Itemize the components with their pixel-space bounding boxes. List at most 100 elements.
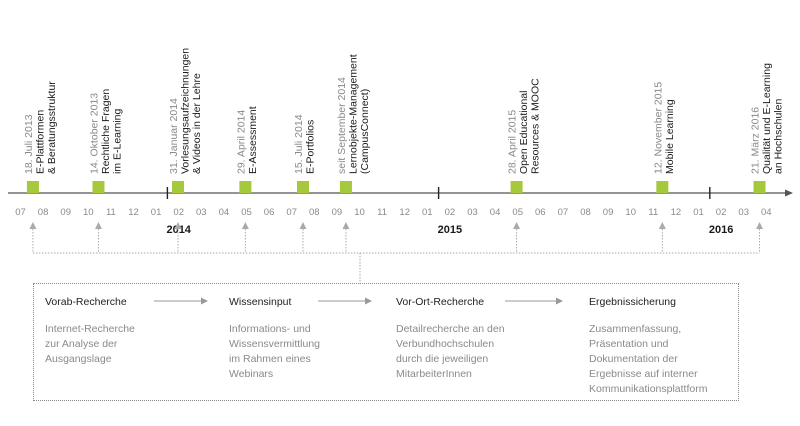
event-arrowhead — [756, 222, 764, 229]
year-label: 2015 — [438, 224, 462, 236]
month-label: 02 — [445, 207, 456, 218]
month-label: 10 — [354, 207, 365, 218]
event-marker — [26, 181, 39, 193]
event-label-group: 21. März 2016 Qualität und E-Learning an H… — [750, 63, 785, 174]
step-title-wissensinput: Wissensinput — [229, 296, 292, 308]
event-label-group: 12. November 2015 Mobile Learning — [652, 82, 676, 174]
axis-arrowhead — [785, 189, 793, 197]
event-label-group: 18. Juli 2013 E-Plattformen & Beratungsstr… — [23, 81, 58, 174]
event-arrowhead — [342, 222, 350, 229]
month-label: 01 — [151, 207, 162, 218]
step-desc-wissensinput: Informations- und Wissensvermittlung im … — [229, 323, 321, 380]
month-label: 10 — [625, 207, 636, 218]
event-title: Vorlesungsaufzeichnungen — [180, 48, 192, 174]
month-label: 08 — [580, 207, 591, 218]
month-label: 11 — [377, 207, 387, 218]
month-label: 04 — [490, 207, 501, 218]
month-label: 04 — [761, 207, 772, 218]
month-label: 04 — [219, 207, 230, 218]
month-label: 06 — [264, 207, 275, 218]
event-title: (CampusConnect) — [359, 89, 371, 174]
month-label: 11 — [648, 207, 658, 218]
event-title: E-Assessment — [247, 106, 259, 174]
month-label: 07 — [15, 207, 26, 218]
event-date: 18. Juli 2013 — [23, 114, 35, 174]
event-title: & Beratungsstruktur — [46, 81, 58, 174]
month-label: 03 — [467, 207, 478, 218]
event-title: Mobile Learning — [664, 99, 676, 174]
step-desc-vorab: Internet-Recherche zur Analyse der Ausga… — [45, 323, 135, 365]
event-label-group: seit September 2014 Lernobjekte-Managemen… — [336, 54, 371, 174]
event-title: an Hochschulen — [773, 99, 785, 174]
process-box — [33, 283, 739, 401]
month-label: 07 — [286, 207, 297, 218]
month-label: 11 — [106, 207, 116, 218]
event-marker — [339, 181, 352, 193]
event-arrowhead — [174, 222, 182, 229]
month-label: 12 — [399, 207, 410, 218]
event-marker — [172, 181, 185, 193]
month-label: 01 — [693, 207, 704, 218]
month-label: 09 — [603, 207, 614, 218]
event-date: 15. Juli 2014 — [293, 114, 305, 174]
event-marker — [510, 181, 523, 193]
month-label: 05 — [241, 207, 252, 218]
step-title-ergebnis: Ergebnissicherung — [589, 296, 676, 308]
step-title-vorab: Vorab-Recherche — [45, 296, 127, 308]
event-marker — [239, 181, 252, 193]
month-label: 06 — [535, 207, 546, 218]
event-title: Lernobjekte-Management — [347, 54, 359, 174]
step-desc-vor-ort: Detailrecherche an den Verbundhochschule… — [396, 323, 505, 380]
event-arrowhead — [658, 222, 666, 229]
event-title: E-Portfolios — [305, 120, 317, 174]
month-label: 08 — [38, 207, 49, 218]
event-arrowhead — [513, 222, 521, 229]
event-arrowhead — [299, 222, 307, 229]
event-arrowhead — [94, 222, 102, 229]
month-label: 02 — [173, 207, 184, 218]
event-marker — [656, 181, 669, 193]
event-date: seit September 2014 — [336, 77, 348, 174]
event-date: 12. November 2015 — [652, 82, 664, 174]
month-label: 03 — [196, 207, 207, 218]
event-marker — [92, 181, 105, 193]
month-label: 10 — [83, 207, 94, 218]
event-label-group: 29. April 2014 E-Assessment — [235, 106, 259, 174]
month-label: 01 — [422, 207, 433, 218]
event-date: 21. März 2016 — [750, 107, 762, 174]
event-title: im E-Learning — [111, 108, 123, 174]
event-title: Open Educational — [518, 91, 530, 174]
month-label: 03 — [738, 207, 749, 218]
event-title: Qualität und E-Learning — [761, 63, 773, 174]
event-label-group: 14. Oktober 2013 Rechtliche Fragen im E-Le… — [88, 89, 123, 174]
event-arrowhead — [29, 222, 37, 229]
month-label: 12 — [128, 207, 139, 218]
timeline-chart: 07 08 09 10 11 12 01 02 03 04 05 06 07 08 09 10 11 12 01 02… — [8, 48, 793, 284]
month-label: 08 — [309, 207, 320, 218]
event-date: 31. Januar 2014 — [168, 98, 180, 174]
month-label: 02 — [716, 207, 727, 218]
event-arrowhead — [241, 222, 249, 229]
month-label: 05 — [512, 207, 523, 218]
year-label: 2014 — [166, 224, 191, 236]
event-title: E-Plattformen — [34, 110, 46, 174]
event-date: 28. April 2015 — [507, 110, 519, 174]
event-marker — [297, 181, 309, 193]
month-label: 09 — [332, 207, 343, 218]
month-label: 12 — [671, 207, 682, 218]
event-label-group: 15. Juli 2014 E-Portfolios — [293, 114, 317, 174]
event-date: 14. Oktober 2013 — [88, 93, 100, 174]
month-label: 07 — [558, 207, 569, 218]
event-date: 29. April 2014 — [235, 110, 247, 174]
step-desc-ergebnis: Zusammenfassung, Präsentation und Dokume… — [589, 323, 708, 395]
event-title: Resources & MOOC — [530, 78, 542, 174]
event-label-group: 31. Januar 2014 Vorlesungsaufzeichnungen &… — [168, 48, 203, 174]
year-label: 2016 — [709, 224, 733, 236]
event-title: & Videos in der Lehre — [191, 73, 203, 174]
event-title: Rechtliche Fragen — [100, 89, 112, 174]
month-label: 09 — [60, 207, 71, 218]
event-label-group: 28. April 2015 Open Educational Resources … — [507, 78, 542, 174]
event-marker — [753, 181, 766, 193]
step-title-vor-ort: Vor-Ort-Recherche — [396, 296, 485, 308]
